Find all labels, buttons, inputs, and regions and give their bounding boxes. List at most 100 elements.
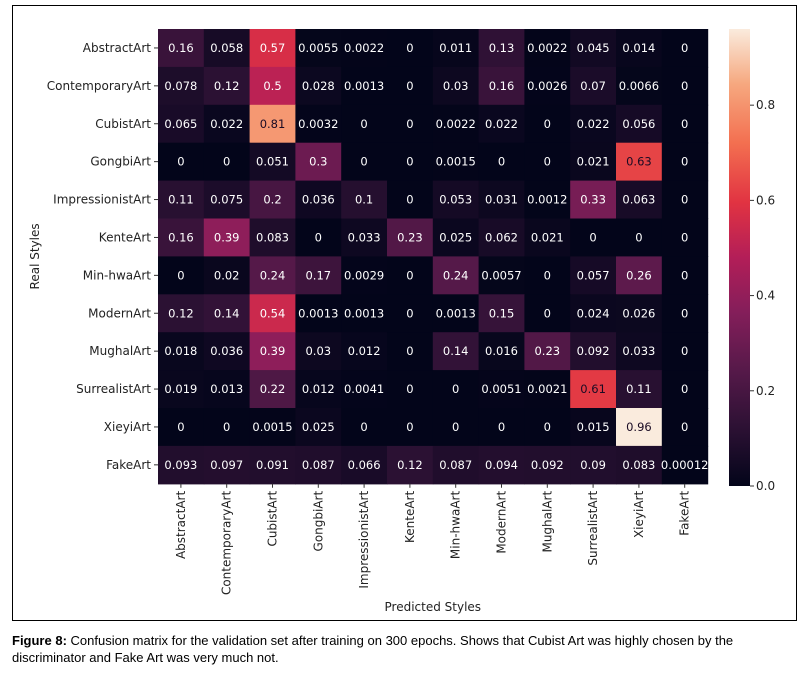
heatmap-cell	[478, 66, 525, 106]
cell-value-label: 0.036	[210, 344, 243, 358]
cell-value-label: 0.23	[534, 344, 560, 358]
cell-value-label: 0.1	[355, 193, 373, 207]
cell-value-label: 0.028	[302, 79, 335, 93]
cell-value-label: 0.0022	[436, 117, 476, 131]
y-tick-label: Min-hwaArt	[83, 268, 152, 282]
cell-value-label: 0.54	[260, 306, 286, 320]
heatmap-cell	[341, 180, 388, 220]
cell-value-label: 0.2	[263, 193, 281, 207]
caption-text: Confusion matrix for the validation set …	[12, 633, 734, 665]
cell-value-label: 0.16	[168, 41, 194, 55]
heatmap-cell	[478, 29, 525, 68]
heatmap-cell	[478, 256, 525, 295]
cell-value-label: 0	[681, 117, 688, 131]
cell-value-label: 0.14	[214, 306, 240, 320]
heatmap-cell	[616, 256, 663, 295]
heatmap-cell	[295, 256, 342, 295]
cell-value-label: 0	[177, 420, 184, 434]
heatmap-cell	[570, 256, 617, 295]
x-tick-label: CubistArt	[266, 491, 280, 547]
cell-value-label: 0.0015	[252, 420, 292, 434]
cell-value-label: 0.092	[577, 344, 610, 358]
heatmap-cell	[341, 294, 388, 333]
heatmap-cell	[524, 256, 571, 295]
heatmap-cell	[249, 180, 296, 220]
heatmap-cell	[203, 445, 251, 485]
cell-value-label: 0.0022	[527, 41, 567, 55]
heatmap-cell	[661, 332, 709, 371]
heatmap-cell	[616, 370, 663, 409]
cell-value-label: 0	[681, 306, 688, 320]
heatmap-cell	[661, 445, 709, 485]
cell-value-label: 0.022	[210, 117, 243, 131]
cell-value-label: 0.16	[489, 79, 515, 93]
cell-value-label: 0.056	[622, 117, 655, 131]
cell-value-label: 0	[681, 420, 688, 434]
heatmap-cell	[432, 370, 480, 409]
heatmap-cell	[158, 445, 205, 485]
cell-value-label: 0.051	[256, 155, 289, 169]
heatmap-cell	[524, 66, 571, 106]
heatmap-cell	[524, 332, 571, 371]
cell-value-label: 0.022	[577, 117, 610, 131]
heatmap-cell	[341, 218, 388, 257]
cell-value-label: 0.15	[489, 306, 515, 320]
heatmap-cell	[432, 142, 480, 182]
cell-value-label: 0	[406, 306, 413, 320]
cell-value-label: 0.013	[210, 382, 243, 396]
heatmap-cell	[616, 445, 663, 485]
heatmap-cell	[158, 332, 205, 371]
heatmap-cell	[616, 104, 663, 144]
heatmap-cell	[616, 332, 663, 371]
heatmap-cell	[524, 180, 571, 220]
heatmap-cell	[661, 104, 709, 144]
cell-value-label: 0.03	[443, 79, 469, 93]
cell-value-label: 0.0029	[344, 268, 384, 282]
cell-value-label: 0.057	[577, 268, 610, 282]
y-tick-label: ContemporaryArt	[47, 79, 152, 93]
cell-value-label: 0.016	[485, 344, 518, 358]
cell-value-label: 0.058	[210, 41, 243, 55]
cell-value-label: 0.11	[626, 382, 652, 396]
cell-value-label: 0.3	[309, 155, 327, 169]
cell-value-label: 0.078	[164, 79, 197, 93]
heatmap-cell	[524, 408, 571, 447]
y-tick-label: MughalArt	[89, 344, 151, 358]
heatmap-cell	[341, 142, 388, 182]
heatmap-cell	[249, 408, 296, 447]
x-tick-label: GongbiArt	[311, 491, 325, 552]
heatmap-cell	[203, 408, 251, 447]
cell-value-label: 0.097	[210, 458, 243, 472]
colorbar-tick-label: 0.2	[756, 384, 775, 398]
heatmap-cell	[249, 104, 296, 144]
cell-value-label: 0.0012	[527, 193, 567, 207]
heatmap-cell	[295, 332, 342, 371]
heatmap-cell	[478, 370, 525, 409]
colorbar-tick-label: 0.0	[756, 479, 775, 493]
cell-value-label: 0.036	[302, 193, 335, 207]
heatmap-cell	[341, 104, 388, 144]
heatmap-cell	[570, 142, 617, 182]
cell-value-label: 0.57	[260, 41, 286, 55]
cell-value-label: 0.021	[577, 155, 610, 169]
cell-value-label: 0.12	[214, 79, 240, 93]
heatmap-cell	[661, 180, 709, 220]
heatmap-cell	[203, 104, 251, 144]
heatmap-cell	[295, 445, 342, 485]
heatmap-cell	[249, 256, 296, 295]
heatmap-cell	[387, 256, 434, 295]
cell-value-label: 0.018	[164, 344, 197, 358]
cell-value-label: 0.03	[305, 344, 331, 358]
cell-value-label: 0.12	[397, 458, 423, 472]
cell-value-label: 0.075	[210, 193, 243, 207]
x-tick-label: XieyiArt	[632, 491, 646, 539]
cell-value-label: 0	[360, 117, 367, 131]
cell-value-label: 0.0015	[436, 155, 476, 169]
heatmap-cell	[158, 218, 205, 257]
heatmap-cell	[387, 408, 434, 447]
heatmap-cell	[661, 66, 709, 106]
heatmap-cell	[295, 104, 342, 144]
cell-value-label: 0.02	[214, 268, 240, 282]
heatmap-cell	[203, 66, 251, 106]
heatmap-cell	[387, 218, 434, 257]
